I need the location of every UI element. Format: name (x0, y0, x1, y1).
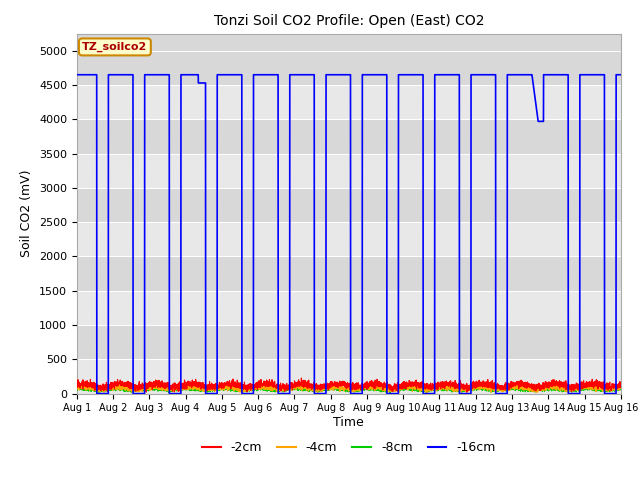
Bar (77, 222, 621, 256)
Bar (77, 325, 621, 360)
Bar (77, 85, 621, 120)
X-axis label: Time: Time (333, 416, 364, 429)
Bar (77, 154, 621, 188)
Bar (77, 51, 621, 85)
Bar (77, 360, 621, 394)
Text: TZ_soilco2: TZ_soilco2 (82, 42, 147, 52)
Bar (77, 188, 621, 222)
Y-axis label: Soil CO2 (mV): Soil CO2 (mV) (20, 170, 33, 257)
Bar (77, 120, 621, 154)
Legend: -2cm, -4cm, -8cm, -16cm: -2cm, -4cm, -8cm, -16cm (197, 436, 501, 459)
Bar (77, 291, 621, 325)
Title: Tonzi Soil CO2 Profile: Open (East) CO2: Tonzi Soil CO2 Profile: Open (East) CO2 (214, 14, 484, 28)
Bar (77, 256, 621, 291)
